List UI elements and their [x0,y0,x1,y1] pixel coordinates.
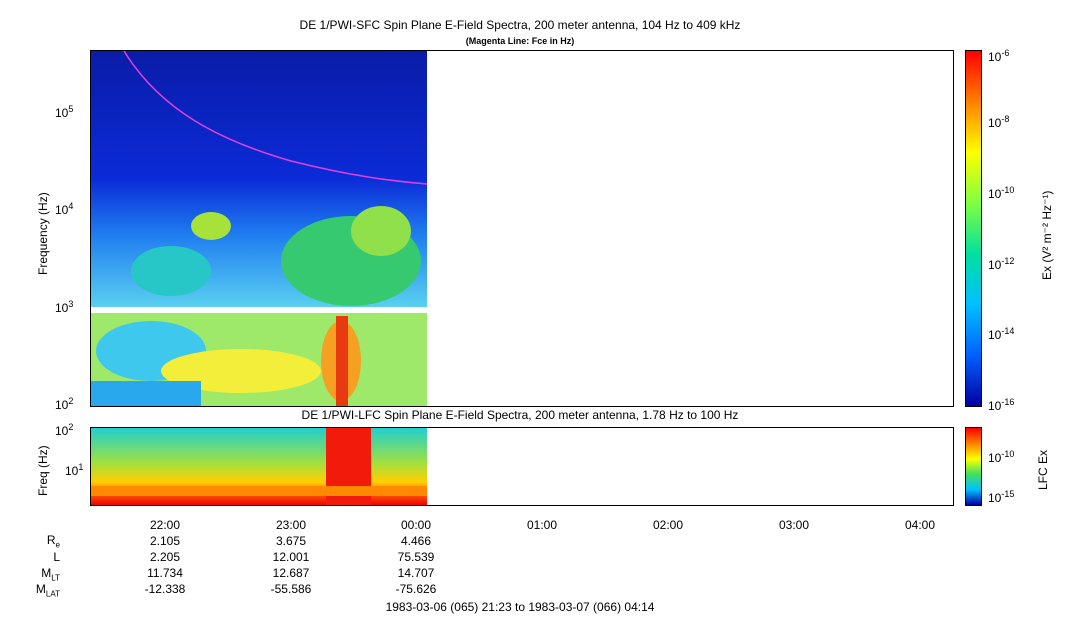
lower-plot-area [90,427,954,506]
lower-spectrogram [91,428,427,505]
lower-cbtick-1: 10-15 [988,489,1015,505]
upper-colorbar [965,50,982,407]
lower-title: DE 1/PWI-LFC Spin Plane E-Field Spectra,… [301,408,739,422]
eph-label-mlat: MLAT [35,582,60,599]
xtick-0000: 00:00 [401,518,432,532]
time-range-footer: 1983-03-06 (065) 21:23 to 1983-03-07 (06… [385,600,655,614]
upper-ytick-1e3: 103 [55,299,74,315]
fce-line [123,51,428,185]
eph-l-2: 12.001 [272,550,310,564]
eph-mlat-2: -55.586 [270,582,312,596]
upper-cbtick-2: 10-10 [988,185,1015,201]
eph-l-1: 2.205 [149,550,181,564]
xtick-0300: 03:00 [779,518,810,532]
upper-cbtick-5: 10-16 [988,397,1015,413]
upper-subtitle: (Magenta Line: Fce in Hz) [465,36,575,46]
eph-mlat-3: -75.626 [395,582,437,596]
upper-cbtick-0: 10-6 [988,48,1010,64]
upper-title: DE 1/PWI-SFC Spin Plane E-Field Spectra,… [299,18,741,32]
xtick-0200: 02:00 [653,518,684,532]
xtick-0100: 01:00 [527,518,558,532]
upper-colorbar-label: Ex (V² m⁻² Hz⁻¹) [1040,190,1054,280]
eph-label-re: Re [46,533,60,550]
eph-re-1: 2.105 [149,534,181,548]
lower-cbtick-0: 10-10 [988,449,1015,465]
eph-l-3: 75.539 [397,550,435,564]
xtick-2300: 23:00 [276,518,307,532]
upper-cbtick-1: 10-8 [988,114,1010,130]
upper-ytick-1e2: 102 [55,396,74,412]
xtick-0400: 04:00 [905,518,936,532]
eph-label-mlt: MLT [41,566,60,583]
lower-colorbar-label: LFC Ex [1036,449,1050,490]
upper-ytick-1e4: 104 [55,201,74,217]
upper-ylabel: Frequency (Hz) [36,192,50,275]
upper-cbtick-4: 10-14 [988,326,1015,342]
upper-plot-area [90,50,954,407]
lower-ytick-1e2: 102 [55,422,74,438]
eph-label-l: L [53,550,60,564]
eph-re-2: 3.675 [275,534,307,548]
eph-mlt-3: 14.707 [397,566,435,580]
eph-mlat-1: -12.338 [144,582,186,596]
lower-ylabel: Freq (Hz) [36,445,50,496]
eph-mlt-1: 11.734 [147,566,183,580]
upper-spectrogram [91,51,428,406]
upper-ytick-1e5: 105 [55,104,74,120]
eph-mlt-2: 12.687 [272,566,310,580]
xtick-2200: 22:00 [150,518,181,532]
upper-cbtick-3: 10-12 [988,256,1015,272]
lower-colorbar [965,427,982,506]
eph-re-3: 4.466 [400,534,432,548]
lower-ytick-1e1: 101 [65,462,84,478]
